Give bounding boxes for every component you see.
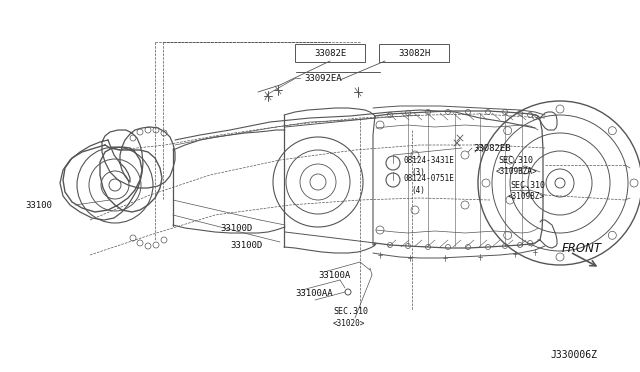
Text: (3): (3)	[411, 167, 425, 176]
Text: 33082E: 33082E	[314, 48, 346, 58]
Text: 33100D: 33100D	[220, 224, 252, 232]
Text: (4): (4)	[411, 186, 425, 195]
Text: <31020>: <31020>	[333, 318, 365, 327]
Text: 33100D: 33100D	[230, 241, 262, 250]
Text: 33100AA: 33100AA	[295, 289, 333, 298]
FancyBboxPatch shape	[295, 44, 365, 62]
Text: 33100A: 33100A	[318, 270, 350, 279]
Text: SEC.310: SEC.310	[498, 155, 533, 164]
FancyBboxPatch shape	[379, 44, 449, 62]
Text: 33082H: 33082H	[398, 48, 430, 58]
Text: 08124-3431E: 08124-3431E	[403, 155, 454, 164]
Text: J330006Z: J330006Z	[550, 350, 597, 360]
Text: SEC.310: SEC.310	[333, 308, 368, 317]
Text: 33092EA: 33092EA	[304, 74, 342, 83]
Text: SEC.310: SEC.310	[510, 180, 545, 189]
Text: 08124-0751E: 08124-0751E	[403, 173, 454, 183]
Text: <3109BZ>: <3109BZ>	[508, 192, 545, 201]
Text: FRONT: FRONT	[562, 241, 602, 254]
Text: 33082EB: 33082EB	[473, 144, 511, 153]
Text: 33100: 33100	[25, 201, 52, 209]
Text: <3109BZA>: <3109BZA>	[496, 167, 538, 176]
